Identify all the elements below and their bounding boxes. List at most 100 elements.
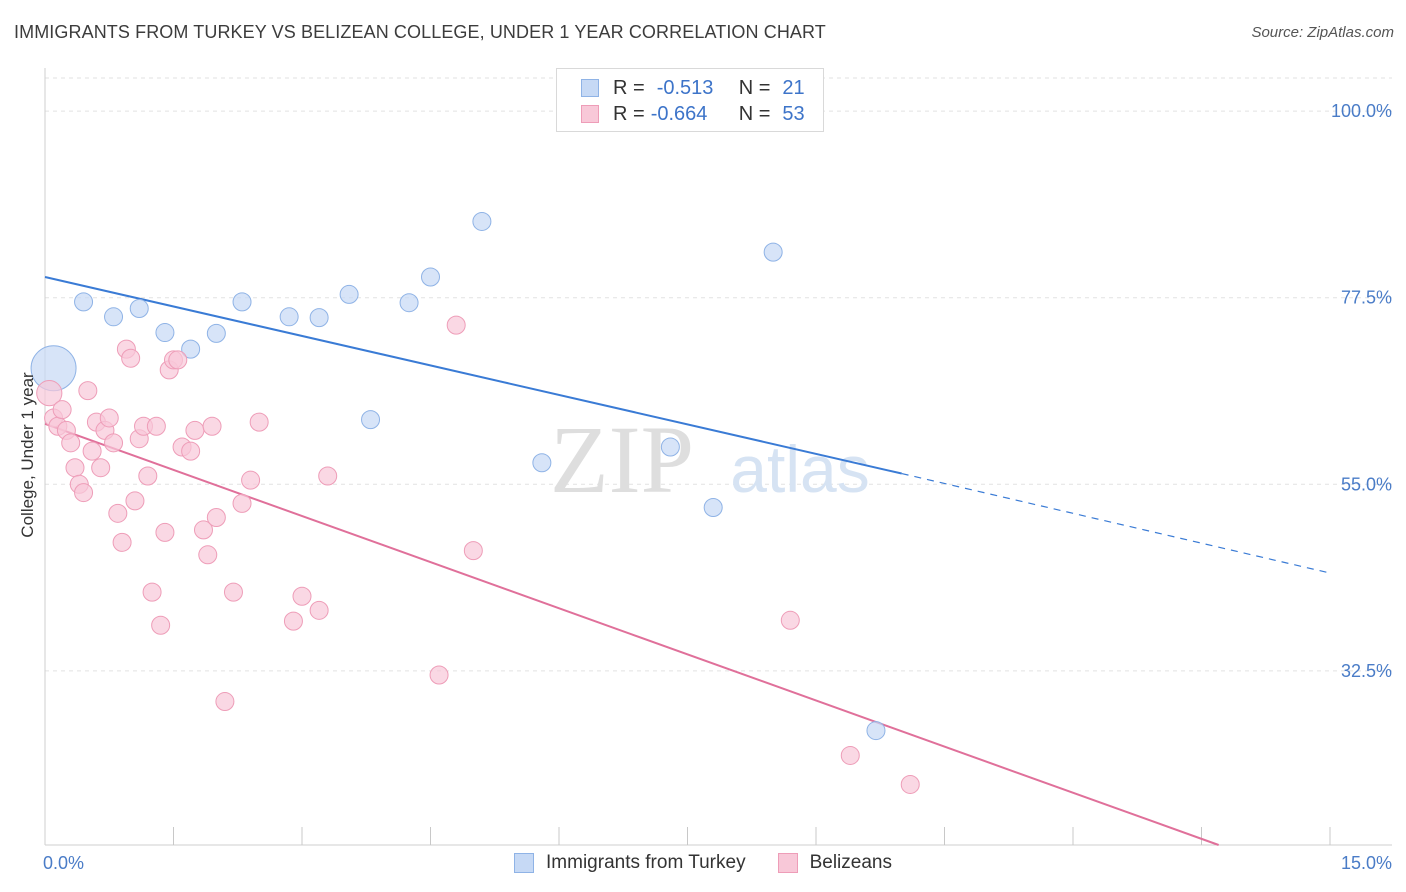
y-axis-label: College, Under 1 year — [18, 372, 37, 538]
point-belizean — [108, 503, 128, 523]
legend-swatch-pink — [581, 105, 599, 123]
point-turkey — [361, 410, 381, 430]
point-belizean — [318, 466, 338, 486]
point-belizean — [138, 466, 158, 486]
watermark-zip: ZIP — [550, 406, 694, 513]
y-tick-label: 55.0% — [1341, 474, 1392, 494]
point-belizean — [223, 582, 243, 602]
point-belizean — [900, 774, 920, 794]
legend-n-value: 53 — [782, 102, 805, 125]
legend-swatch-blue — [514, 853, 535, 873]
point-turkey — [279, 307, 299, 327]
x-tick-label-max: 15.0% — [1341, 853, 1392, 873]
point-belizean — [198, 545, 218, 565]
point-belizean — [61, 433, 81, 453]
legend-n-value: 21 — [782, 76, 805, 99]
point-belizean — [283, 611, 303, 631]
point-belizean — [840, 745, 860, 765]
point-turkey — [660, 437, 680, 457]
watermark-atlas: atlas — [730, 432, 869, 506]
point-turkey — [181, 339, 201, 359]
point-turkey — [232, 292, 252, 312]
point-turkey — [763, 242, 783, 262]
data-points — [30, 211, 920, 794]
point-belizean — [168, 350, 188, 370]
legend-r-label: R = — [613, 102, 645, 125]
y-tick-label: 77.5% — [1341, 288, 1392, 308]
point-turkey — [421, 267, 440, 287]
axes — [44, 68, 1392, 846]
point-belizean — [125, 491, 145, 511]
point-belizean — [104, 433, 124, 453]
point-belizean — [292, 586, 312, 606]
point-belizean — [36, 379, 63, 407]
legend-swatch-pink — [777, 853, 798, 873]
x-tick-label-min: 0.0% — [43, 853, 84, 873]
point-belizean — [91, 458, 111, 478]
source-label: Source: ZipAtlas.com — [1251, 24, 1394, 41]
series-legend: Immigrants from Turkey Belizeans — [0, 852, 1406, 874]
point-turkey — [129, 299, 149, 319]
y-tick-label: 32.5% — [1341, 661, 1392, 681]
point-belizean — [309, 600, 329, 620]
legend-n-label: N = — [738, 76, 771, 99]
legend-n-label: N = — [738, 102, 771, 125]
point-turkey — [472, 211, 492, 231]
chart-title: IMMIGRANTS FROM TURKEY VS BELIZEAN COLLE… — [14, 22, 826, 42]
point-belizean — [241, 470, 261, 490]
y-tick-label: 100.0% — [1331, 101, 1392, 121]
point-belizean — [52, 400, 72, 420]
point-belizean — [185, 420, 205, 440]
point-belizean — [82, 441, 102, 461]
point-belizean — [155, 522, 175, 542]
point-belizean — [146, 416, 166, 436]
point-belizean — [142, 582, 162, 602]
point-belizean — [780, 610, 800, 630]
point-turkey — [339, 284, 359, 304]
point-belizean — [446, 315, 466, 335]
point-turkey — [104, 307, 124, 327]
point-turkey — [866, 721, 886, 741]
legend-swatch-blue — [581, 79, 599, 97]
point-turkey — [532, 453, 552, 473]
watermark: ZIP atlas — [550, 406, 870, 513]
legend-row-turkey: R = -0.513 N = 21 — [581, 75, 805, 101]
tick-labels: 100.0% 77.5% 55.0% 32.5% 0.0% 15.0% — [43, 101, 1392, 873]
point-belizean — [112, 532, 132, 552]
point-belizean — [121, 348, 141, 368]
legend-item-belizeans: Belizeans — [777, 852, 892, 874]
point-turkey — [155, 323, 175, 343]
point-belizean — [202, 416, 222, 436]
point-belizean — [99, 408, 119, 428]
legend-r-label: R = — [613, 76, 645, 99]
point-belizean — [232, 493, 252, 513]
point-belizean — [193, 520, 213, 540]
point-belizean — [65, 458, 85, 478]
point-belizean — [151, 615, 171, 635]
grid-lines — [45, 77, 1392, 672]
point-belizean — [78, 381, 98, 401]
trend-line-turkey-extension — [901, 472, 1331, 574]
legend-r-value: -0.664 — [650, 102, 708, 125]
point-turkey — [703, 498, 723, 518]
trend-line-belizeans — [44, 422, 1219, 846]
point-belizean — [463, 541, 483, 561]
trend-lines — [44, 276, 1331, 846]
point-belizean — [429, 665, 449, 685]
point-belizean — [181, 441, 201, 461]
point-turkey — [206, 323, 226, 343]
point-turkey — [399, 293, 419, 313]
point-belizean — [74, 483, 94, 503]
trend-line-turkey — [44, 276, 902, 475]
legend-row-belizeans: R = -0.664 N = 53 — [581, 101, 805, 127]
legend-item-turkey: Immigrants from Turkey — [514, 852, 746, 874]
legend-r-value: -0.513 — [656, 76, 714, 99]
point-belizean — [206, 507, 226, 527]
point-turkey — [309, 308, 329, 328]
stats-legend: R = -0.513 N = 21 R = -0.664 N = 53 — [556, 68, 824, 132]
legend-label-turkey: Immigrants from Turkey — [546, 852, 746, 873]
point-belizean — [249, 412, 269, 432]
point-belizean — [215, 692, 235, 712]
point-turkey — [74, 292, 94, 312]
